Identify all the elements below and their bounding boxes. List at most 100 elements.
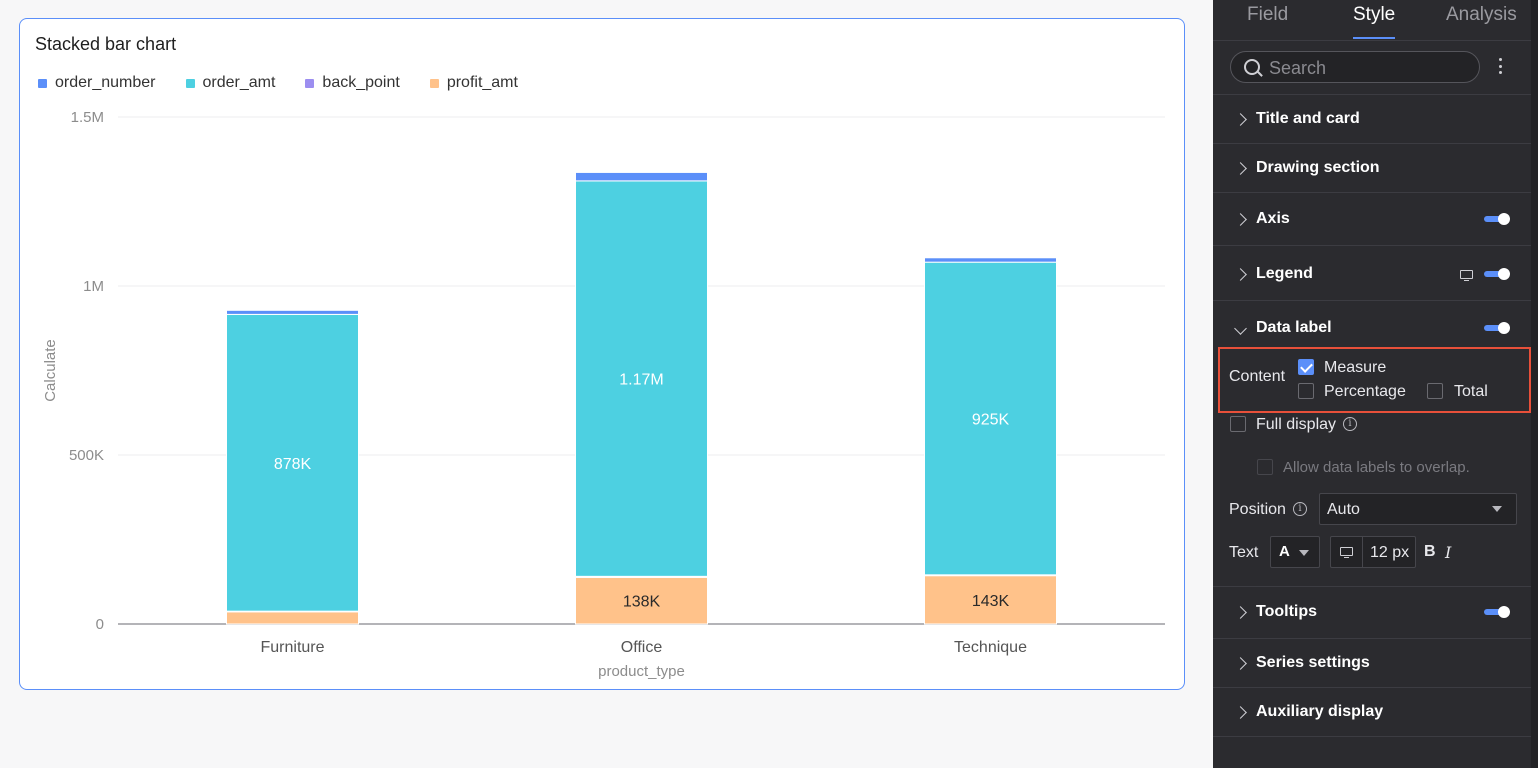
chevron-right-icon xyxy=(1234,112,1247,126)
text-label: Text xyxy=(1229,544,1259,561)
allow-overlap-label: Allow data labels to overlap. xyxy=(1283,459,1470,476)
total-checkbox[interactable] xyxy=(1427,383,1443,399)
y-tick-label: 500K xyxy=(69,447,104,464)
section-label: Axis xyxy=(1256,210,1290,227)
section-label: Auxiliary display xyxy=(1256,703,1384,720)
data-label: 878K xyxy=(274,456,312,473)
chart-canvas: 0 500K 1M 1.5M Calculate product_type Furnitur… xyxy=(42,109,1165,680)
measure-checkbox[interactable] xyxy=(1298,359,1314,375)
section-tooltips[interactable]: Tooltips xyxy=(1213,597,1538,627)
divider xyxy=(1213,638,1538,639)
caret-down-icon xyxy=(1492,506,1502,512)
divider xyxy=(1213,687,1538,688)
bar-segment xyxy=(226,611,359,625)
chevron-down-icon xyxy=(1234,321,1247,335)
legend-item-back-point[interactable]: back_point xyxy=(305,74,400,92)
data-label-toggle[interactable] xyxy=(1484,322,1510,334)
tab-analysis[interactable]: Analysis xyxy=(1446,4,1517,25)
legend-swatch xyxy=(305,78,315,88)
font-color-letter: A xyxy=(1279,543,1290,560)
chart-card[interactable]: 0 500K 1M 1.5M Calculate product_type Furnitur… xyxy=(19,18,1185,690)
divider xyxy=(1213,245,1538,246)
section-label: Data label xyxy=(1256,319,1332,336)
data-label: 1.17M xyxy=(619,372,663,389)
tab-field[interactable]: Field xyxy=(1247,4,1289,25)
divider xyxy=(1213,192,1538,193)
y-tick-label: 1.5M xyxy=(71,109,104,126)
search-input[interactable] xyxy=(1269,57,1469,79)
chevron-right-icon xyxy=(1234,161,1247,175)
full-display-checkbox[interactable] xyxy=(1230,416,1246,432)
legend-item-order-amt[interactable]: order_amt xyxy=(185,74,275,92)
font-size-field[interactable]: 12 px xyxy=(1330,536,1416,568)
caret-down-icon xyxy=(1299,550,1309,556)
bold-button[interactable]: B xyxy=(1424,543,1436,560)
monitor-icon[interactable] xyxy=(1460,269,1473,281)
tab-style[interactable]: Style xyxy=(1353,4,1396,25)
axis-toggle[interactable] xyxy=(1484,213,1510,225)
panel-scrollbar[interactable] xyxy=(1531,0,1538,768)
legend-toggle[interactable] xyxy=(1484,268,1510,280)
section-label: Drawing section xyxy=(1256,159,1380,176)
chart-legend: order_number order_amt back_point profit… xyxy=(38,74,548,92)
total-label: Total xyxy=(1454,383,1488,400)
bar-segment xyxy=(924,257,1057,263)
x-tick-label: Technique xyxy=(954,639,1027,656)
section-axis[interactable]: Axis xyxy=(1213,204,1538,234)
chart-title: Stacked bar chart xyxy=(35,34,177,54)
legend-item-profit-amt[interactable]: profit_amt xyxy=(429,74,518,92)
percentage-label: Percentage xyxy=(1324,383,1406,400)
full-display-label: Full display xyxy=(1256,416,1337,433)
divider xyxy=(1213,40,1538,41)
allow-overlap-checkbox[interactable] xyxy=(1257,459,1273,475)
chevron-right-icon xyxy=(1234,656,1247,670)
legend-label: order_number xyxy=(55,74,156,91)
info-icon[interactable]: i xyxy=(1293,502,1307,516)
style-panel: Field Style Analysis Title and card Draw… xyxy=(1213,0,1538,768)
divider xyxy=(1213,143,1538,144)
section-label: Series settings xyxy=(1256,654,1370,671)
italic-button[interactable]: I xyxy=(1445,543,1452,562)
data-label: 138K xyxy=(623,594,661,611)
legend-item-order-number[interactable]: order_number xyxy=(38,74,156,92)
section-series-settings[interactable]: Series settings xyxy=(1213,648,1538,678)
data-label: 925K xyxy=(972,411,1010,428)
section-auxiliary-display[interactable]: Auxiliary display xyxy=(1213,697,1538,727)
bar-segment xyxy=(575,180,708,577)
divider xyxy=(1213,94,1538,95)
divider xyxy=(1213,586,1538,587)
section-data-label[interactable]: Data label xyxy=(1213,313,1538,343)
bar-segment xyxy=(575,171,708,182)
y-tick-label: 1M xyxy=(83,278,104,295)
percentage-checkbox[interactable] xyxy=(1298,383,1314,399)
position-value: Auto xyxy=(1327,501,1360,518)
panel-tabs: Field Style Analysis xyxy=(1213,0,1538,40)
font-size-value: 12 px xyxy=(1370,544,1410,561)
more-options-icon[interactable] xyxy=(1499,58,1503,78)
bar-segment xyxy=(226,309,359,315)
section-label: Tooltips xyxy=(1256,603,1318,620)
y-axis-label: Calculate xyxy=(42,339,59,402)
search-box[interactable] xyxy=(1230,51,1480,83)
legend-label: back_point xyxy=(322,74,400,91)
x-tick-label: Furniture xyxy=(260,639,324,656)
measure-label: Measure xyxy=(1324,359,1387,376)
legend-swatch xyxy=(38,78,47,88)
section-label: Legend xyxy=(1256,265,1313,282)
info-icon[interactable]: i xyxy=(1343,417,1357,431)
position-select[interactable]: Auto xyxy=(1319,493,1517,525)
section-drawing[interactable]: Drawing section xyxy=(1213,153,1538,183)
content-label: Content xyxy=(1229,368,1286,385)
section-legend[interactable]: Legend xyxy=(1213,259,1538,289)
legend-swatch xyxy=(185,78,195,88)
tooltips-toggle[interactable] xyxy=(1484,606,1510,618)
data-label: 143K xyxy=(972,593,1010,610)
section-title-and-card[interactable]: Title and card xyxy=(1213,104,1538,134)
divider xyxy=(1213,300,1538,301)
bar-segment xyxy=(924,575,1057,625)
font-color-picker[interactable]: A xyxy=(1270,536,1320,568)
active-tab-indicator xyxy=(1353,37,1395,39)
position-label: Position xyxy=(1229,501,1286,518)
bar-segment xyxy=(924,261,1057,576)
chevron-right-icon xyxy=(1234,267,1247,281)
